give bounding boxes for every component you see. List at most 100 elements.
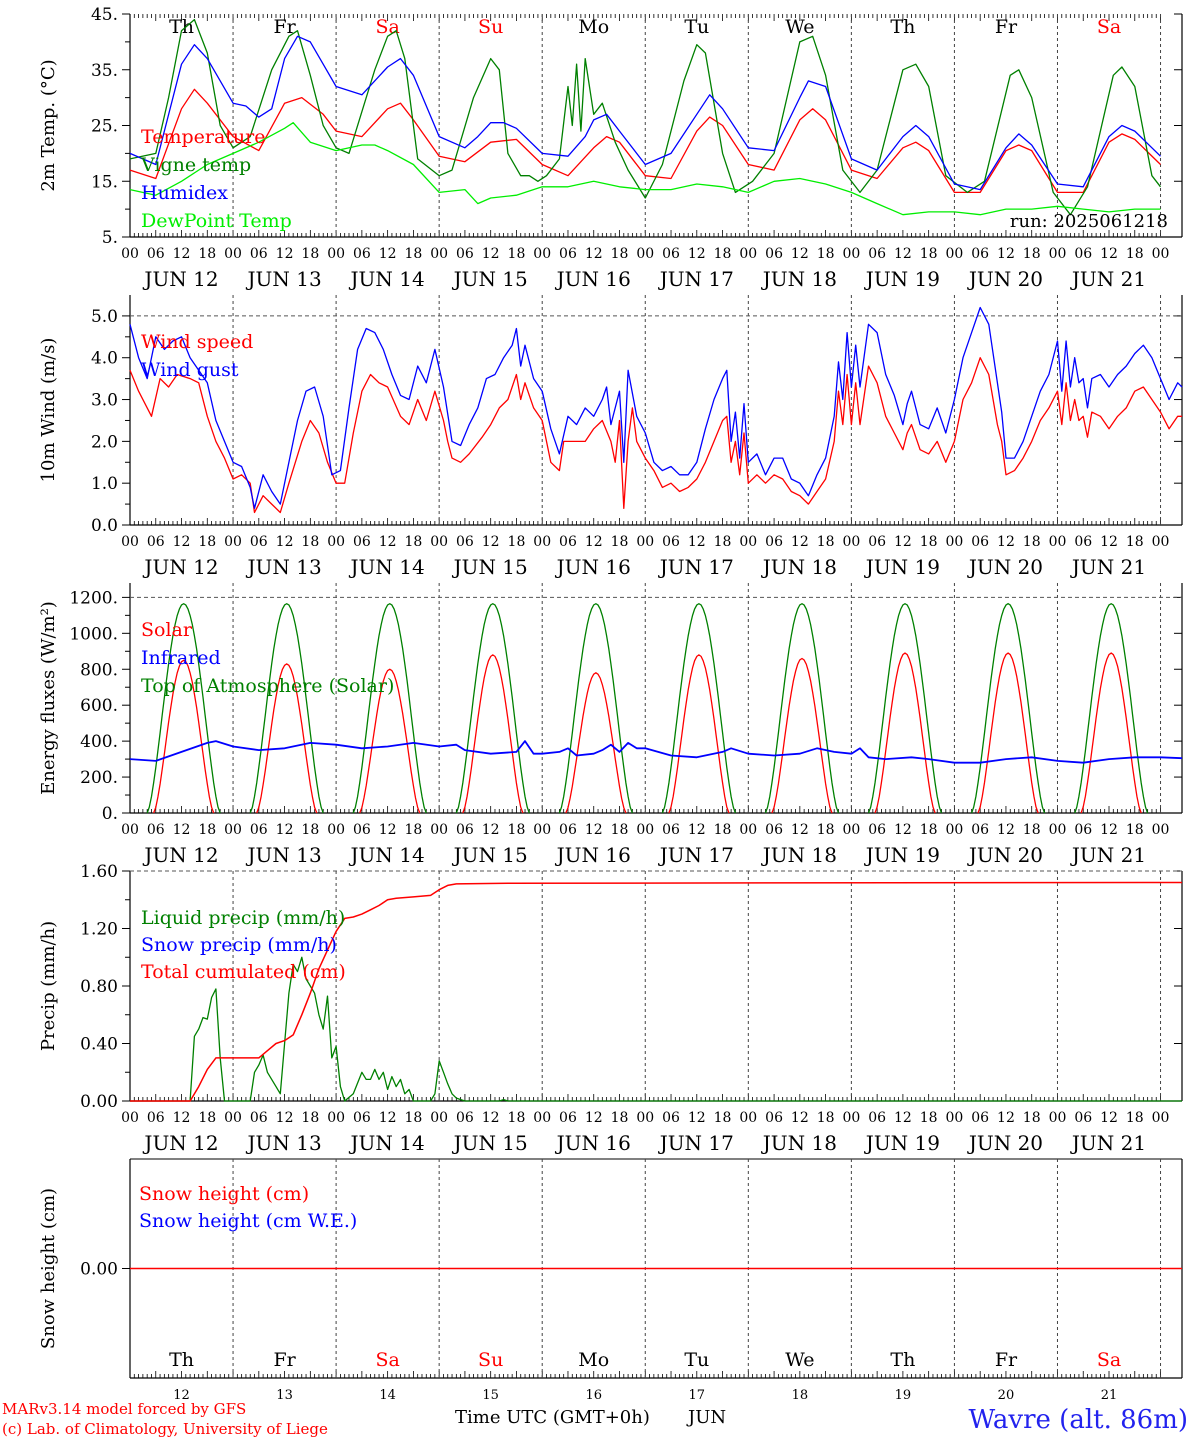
y-axis-label: Precip (mm/h) (38, 921, 59, 1051)
copyright-credit: (c) Lab. of Climatology, University of L… (2, 1420, 328, 1438)
y-tick-label: 600. (80, 696, 118, 716)
y-tick-label: 400. (80, 732, 118, 752)
x-hour-label: 06 (559, 534, 577, 550)
x-hour-label: 12 (688, 1110, 706, 1126)
x-hour-label: 12 (276, 822, 294, 838)
x-hour-label: 00 (1152, 246, 1170, 262)
x-hour-label: 18 (714, 1110, 732, 1126)
x-hour-label: 18 (1023, 246, 1041, 262)
x-hour-label: 12 (894, 1110, 912, 1126)
x-hour-label: 12 (173, 1110, 191, 1126)
x-date-label: JUN 21 (1070, 843, 1146, 867)
x-hour-label: 18 (920, 246, 938, 262)
legend-entry: Snow height (cm) (139, 1183, 309, 1205)
legend-entry: Wind speed (141, 331, 253, 353)
x-hour-label: 00 (327, 1110, 345, 1126)
y-axis-label: Snow height (cm) (38, 1188, 59, 1349)
x-hour-label: 06 (662, 534, 680, 550)
x-hour-label: 12 (276, 534, 294, 550)
day-number-label: 14 (379, 1388, 396, 1403)
x-hour-label: 00 (1152, 1110, 1170, 1126)
x-hour-label: 18 (817, 246, 835, 262)
x-date-label: JUN 17 (658, 843, 734, 867)
x-hour-label: 18 (920, 822, 938, 838)
x-hour-label: 00 (636, 534, 654, 550)
x-hour-label: 18 (508, 1110, 526, 1126)
x-date-label: JUN 14 (349, 1131, 425, 1155)
y-tick-label: 0.80 (80, 977, 118, 997)
x-hour-label: 12 (997, 534, 1015, 550)
x-hour-label: 06 (250, 534, 268, 550)
day-number-label: 19 (895, 1388, 912, 1403)
weekday-label: Fr (273, 16, 296, 38)
x-hour-label: 12 (894, 534, 912, 550)
x-hour-label: 12 (997, 1110, 1015, 1126)
x-hour-label: 12 (894, 246, 912, 262)
x-hour-label: 06 (765, 822, 783, 838)
x-hour-label: 00 (739, 822, 757, 838)
x-hour-label: 06 (559, 246, 577, 262)
y-tick-label: 1.20 (80, 920, 118, 940)
x-hour-label: 06 (971, 1110, 989, 1126)
x-date-label: JUN 17 (658, 1131, 734, 1155)
series-line-2 (130, 881, 1183, 1102)
x-hour-label: 00 (121, 534, 139, 550)
x-hour-label: 12 (1100, 1110, 1118, 1126)
y-tick-label: 0.40 (80, 1035, 118, 1055)
x-hour-label: 06 (971, 246, 989, 262)
x-hour-label: 06 (971, 822, 989, 838)
x-date-label: JUN 18 (761, 843, 837, 867)
x-hour-label: 00 (430, 534, 448, 550)
x-hour-label: 12 (688, 822, 706, 838)
x-hour-label: 18 (1126, 1110, 1144, 1126)
legend-entry: Liquid precip (mm/h) (141, 907, 345, 929)
x-date-label: JUN 20 (967, 555, 1043, 579)
x-hour-label: 12 (482, 1110, 500, 1126)
weekday-label: Th (169, 16, 194, 38)
x-hour-label: 00 (533, 246, 551, 262)
x-date-label: JUN 13 (245, 1131, 321, 1155)
x-hour-label: 06 (1074, 1110, 1092, 1126)
x-date-label: JUN 16 (555, 267, 631, 291)
x-date-label: JUN 21 (1070, 267, 1146, 291)
x-hour-label: 06 (868, 1110, 886, 1126)
x-hour-label: 12 (482, 822, 500, 838)
day-number-label: 21 (1101, 1388, 1118, 1403)
x-hour-label: 00 (739, 1110, 757, 1126)
x-hour-label: 06 (353, 822, 371, 838)
x-date-label: JUN 15 (452, 843, 528, 867)
x-hour-label: 00 (636, 822, 654, 838)
series-line-2 (129, 35, 1161, 191)
legend-entry: Snow height (cm W.E.) (139, 1210, 357, 1232)
x-hour-label: 18 (301, 246, 319, 262)
x-hour-label: 06 (559, 822, 577, 838)
x-hour-label: 18 (1126, 246, 1144, 262)
x-date-label: JUN 14 (349, 555, 425, 579)
x-hour-label: 18 (404, 246, 422, 262)
series-line-0 (129, 357, 1182, 514)
x-hour-label: 06 (868, 534, 886, 550)
x-hour-label: 00 (1152, 534, 1170, 550)
weekday-label: Th (169, 1349, 194, 1371)
day-number-label: 18 (792, 1388, 809, 1403)
precipitation-panel: 0.00 0.40 0.80 1.20 1.60 Precip (mm/h) 00 06 12 1… (38, 862, 1183, 1155)
series-line-1 (129, 18, 1162, 216)
y-axis-label: 2m Temp. (°C) (38, 59, 59, 191)
legend-entry: Vigne temp (140, 154, 251, 176)
x-hour-label: 00 (430, 1110, 448, 1126)
x-hour-label: 00 (533, 1110, 551, 1126)
x-date-label: JUN 19 (864, 267, 940, 291)
x-hour-label: 00 (842, 246, 860, 262)
x-hour-label: 18 (198, 534, 216, 550)
x-hour-label: 06 (662, 246, 680, 262)
y-tick-label: 0.0 (91, 516, 118, 536)
y-tick-label: 0. (102, 804, 118, 824)
x-hour-label: 12 (688, 246, 706, 262)
x-hour-label: 00 (121, 1110, 139, 1126)
y-tick-label: 5.0 (91, 307, 118, 327)
x-hour-label: 00 (327, 246, 345, 262)
x-hour-label: 18 (1023, 822, 1041, 838)
weekday-label: Sa (375, 16, 399, 38)
x-date-label: JUN 12 (142, 843, 218, 867)
